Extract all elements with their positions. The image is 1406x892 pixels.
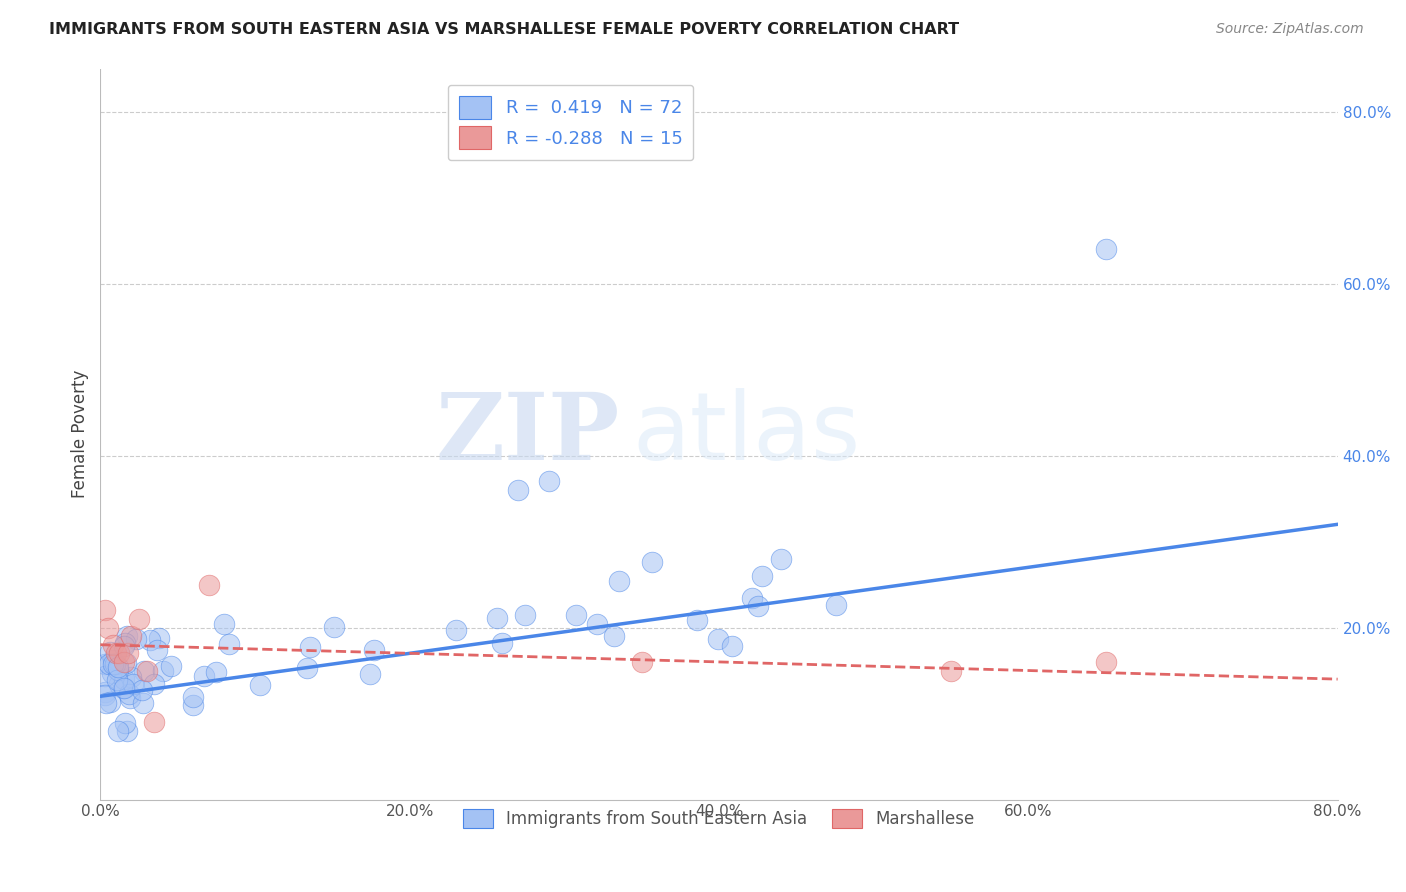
Point [107,723,129,738]
Point [491,636,513,650]
Point [94,697,117,711]
Point [114,636,136,650]
Point [297,661,319,675]
Point [112,655,135,669]
Point [115,630,138,644]
Point [363,643,385,657]
Point [359,666,381,681]
Point [686,613,709,627]
Point [132,696,155,710]
Point [148,631,170,645]
Point [101,657,124,672]
Text: IMMIGRANTS FROM SOUTH EASTERN ASIA VS MARSHALLESE FEMALE POVERTY CORRELATION CHA: IMMIGRANTS FROM SOUTH EASTERN ASIA VS MA… [49,22,959,37]
Text: Source: ZipAtlas.com: Source: ZipAtlas.com [1216,22,1364,37]
Point [118,687,141,701]
Point [205,665,228,679]
Y-axis label: Female Poverty: Female Poverty [72,370,89,499]
Point [107,663,129,677]
Point [94,657,117,671]
Point [707,632,730,646]
Point [125,632,148,647]
Point [218,637,240,651]
Point [824,598,846,612]
Point [120,670,142,684]
Point [323,620,346,634]
Point [98,657,121,671]
Point [143,715,166,730]
Point [94,685,117,699]
Point [751,569,773,583]
Point [444,624,467,638]
Point [100,695,122,709]
Point [641,555,664,569]
Point [108,646,131,660]
Point [181,698,204,712]
Point [565,608,588,623]
Point [117,646,139,660]
Point [115,723,138,738]
Point [139,632,162,647]
Text: ZIP: ZIP [436,389,620,479]
Point [181,690,204,704]
Point [1094,242,1116,256]
Point [486,611,509,625]
Point [146,643,169,657]
Point [120,629,142,643]
Point [741,591,763,606]
Point [603,629,626,643]
Point [586,616,609,631]
Point [721,640,744,654]
Point [212,617,235,632]
Point [128,612,150,626]
Legend: Immigrants from South Eastern Asia, Marshallese: Immigrants from South Eastern Asia, Mars… [457,803,981,835]
Point [112,639,135,653]
Point [1094,655,1116,669]
Point [747,599,769,613]
Point [115,656,138,670]
Point [112,681,135,696]
Point [299,640,322,655]
Point [122,676,145,690]
Point [98,645,121,659]
Point [537,475,560,489]
Point [104,657,127,672]
Point [111,681,134,695]
Point [103,653,125,667]
Point [112,672,135,686]
Point [107,660,129,674]
Point [193,669,215,683]
Point [135,664,157,678]
Point [120,691,142,706]
Point [607,574,630,588]
Point [769,551,792,566]
Point [197,577,219,591]
Point [143,677,166,691]
Point [101,666,124,681]
Point [152,664,174,678]
Point [105,673,128,687]
Point [513,607,536,622]
Point [101,638,124,652]
Point [114,716,136,731]
Point [131,683,153,698]
Point [108,677,131,691]
Point [506,483,529,497]
Point [94,668,117,682]
Point [97,621,120,635]
Point [104,646,127,660]
Text: atlas: atlas [633,388,860,480]
Point [939,664,962,678]
Point [249,678,271,692]
Point [159,658,181,673]
Point [94,688,117,702]
Point [94,603,117,617]
Point [134,664,156,678]
Point [630,655,652,669]
